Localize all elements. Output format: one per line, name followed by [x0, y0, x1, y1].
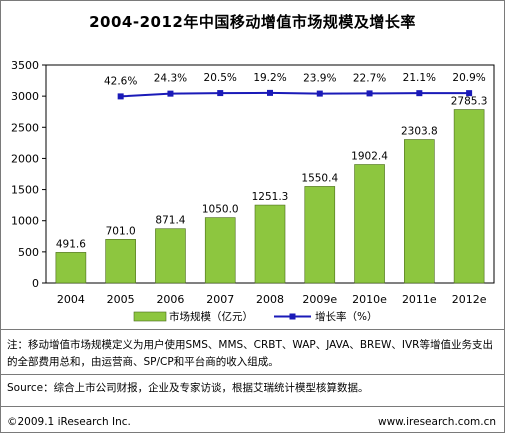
y-tick-label: 1500 [11, 184, 39, 197]
bar-value-label: 491.6 [56, 238, 86, 250]
x-tick-label: 2009e [302, 293, 337, 306]
bar-value-label: 1251.3 [252, 191, 289, 203]
bar-value-label: 1550.4 [301, 172, 338, 184]
y-tick-label: 3000 [11, 90, 39, 103]
bar-value-label: 2785.3 [451, 96, 488, 108]
growth-rate-label: 24.3% [154, 73, 187, 85]
y-tick-label: 2500 [11, 121, 39, 134]
bar-value-label: 1902.4 [351, 151, 388, 163]
legend-line-label: 增长率（%） [315, 310, 377, 323]
chart-note: 注：移动增值市场规模定义为用户使用SMS、MMS、CRBT、WAP、JAVA、B… [7, 339, 493, 368]
growth-rate-marker [416, 90, 423, 97]
chart-title: 2004-2012年中国移动增值市场规模及增长率 [89, 13, 416, 31]
bar [105, 239, 136, 284]
y-tick-label: 2000 [11, 152, 39, 165]
x-tick-label: 2006 [156, 293, 184, 306]
growth-rate-marker [267, 89, 273, 96]
growth-rate-label: 19.2% [253, 72, 286, 84]
growth-rate-marker [316, 90, 323, 97]
x-tick-label: 2012e [452, 293, 487, 306]
growth-rate-line [120, 91, 470, 98]
chart: 0 500 1000 1500 2000 2500 3000 3500 491.6 701.0 8… [11, 59, 495, 323]
y-tick-label: 500 [18, 246, 39, 259]
x-tick-label: 2010e [352, 293, 387, 306]
x-tick-label: 2005 [107, 293, 135, 306]
x-tick-label: 2011e [402, 293, 437, 306]
copyright-text: ©2009.1 iResearch Inc. [7, 416, 131, 428]
bar-value-label: 1050.0 [202, 204, 239, 216]
separator-bottom [1, 406, 504, 407]
x-tick-label: 2004 [57, 293, 85, 306]
growth-rate-label: 22.7% [353, 72, 386, 84]
legend-bar-label: 市场规模（亿元） [169, 310, 253, 323]
growth-rate-label: 23.9% [303, 73, 336, 85]
bar [55, 252, 87, 284]
bar [404, 139, 435, 284]
growth-rate-label: 21.1% [403, 72, 436, 84]
growth-rate-label: 20.9% [452, 72, 485, 84]
bar [453, 109, 485, 284]
growth-rate-marker [366, 90, 373, 97]
growth-rate-marker [217, 90, 224, 97]
bar-value-label: 701.0 [106, 225, 136, 237]
bar [204, 217, 236, 284]
separator-middle [1, 374, 504, 375]
y-tick-label: 3500 [11, 59, 39, 72]
chart-source: Source：综合上市公司财报，企业及专家访谈，根据艾瑞统计模型核算数据。 [7, 382, 369, 394]
y-tick-label: 1000 [11, 215, 39, 228]
bar [254, 204, 286, 284]
bar-value-label: 871.4 [155, 215, 185, 227]
legend-line-marker [289, 313, 296, 320]
growth-rate-label: 42.6% [104, 75, 137, 87]
growth-rate-marker [117, 93, 124, 100]
website-url: www.iresearch.com.cn [377, 416, 496, 428]
bar [155, 228, 186, 284]
x-tick-label: 2007 [206, 293, 234, 306]
y-tick-label: 0 [32, 277, 39, 290]
bar-value-label: 2303.8 [401, 126, 438, 138]
growth-rate-label: 20.5% [204, 72, 237, 84]
separator-top [1, 329, 504, 330]
bar [304, 186, 336, 284]
legend-bar-swatch [133, 311, 167, 322]
x-tick-label: 2008 [256, 293, 284, 306]
bar [354, 164, 385, 284]
growth-rate-marker [466, 90, 473, 97]
growth-rate-marker [167, 90, 174, 97]
